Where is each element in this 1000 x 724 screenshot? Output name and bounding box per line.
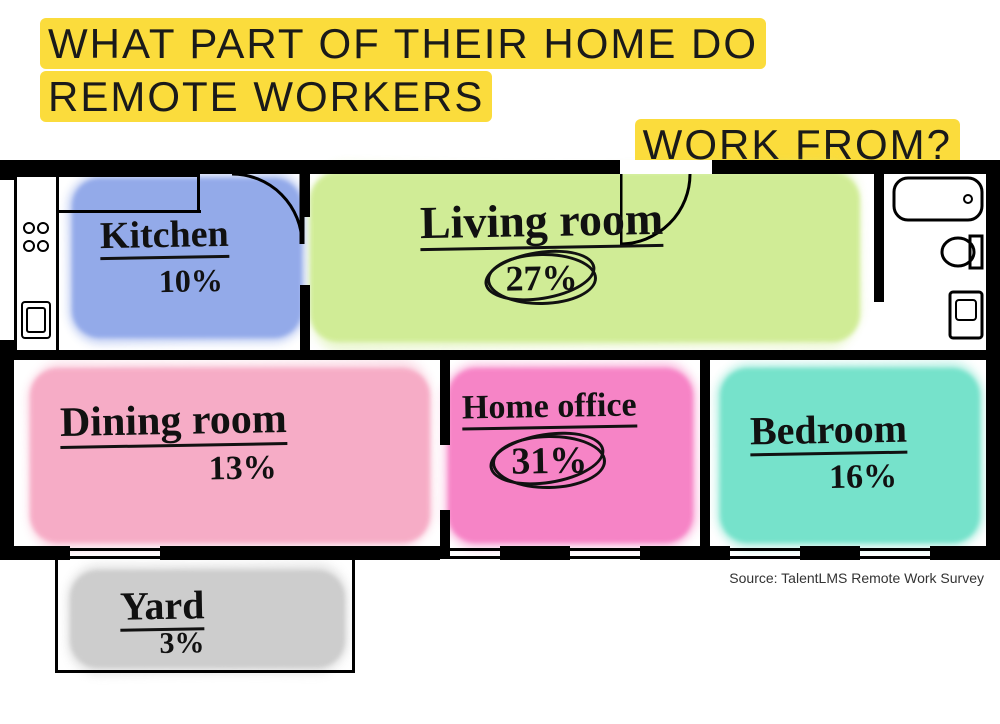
- wall-outer-bottom-mid2: [500, 546, 570, 560]
- wall-mid-horizontal-left: [0, 350, 450, 360]
- wall-bedroom-nub: [700, 350, 710, 360]
- window-sill-5b: [860, 556, 930, 559]
- room-pct-kitchen: 10%: [100, 264, 229, 298]
- wall-entry-stub-r: [712, 160, 734, 174]
- yard-bottom: [55, 670, 355, 673]
- wall-entry-stub-l: [598, 160, 620, 174]
- yard-right: [352, 560, 355, 672]
- wall-outer-left-upper: [0, 160, 14, 180]
- window-sill-5: [860, 548, 930, 551]
- wall-kitchen-right-lower: [300, 285, 310, 355]
- blob-yard: [70, 570, 345, 668]
- room-name-yard: Yard: [120, 585, 205, 631]
- wall-mid-horizontal-right: [440, 350, 986, 360]
- bathroom-sink-icon: [948, 290, 984, 340]
- circled-pct-living: 27%: [486, 252, 597, 306]
- circled-pct-homeoffice: 31%: [492, 434, 607, 490]
- label-homeoffice: Home office 31%: [462, 390, 637, 489]
- kitchen-counter-top: [14, 174, 199, 177]
- floorplan: Kitchen 10% Living room 27% Dining room …: [0, 150, 1000, 710]
- label-dining: Dining room 13%: [60, 400, 287, 487]
- wall-outer-top: [0, 160, 1000, 174]
- room-name-dining: Dining room: [60, 398, 288, 449]
- wall-office-left: [440, 355, 450, 445]
- kitchen-door-icon: [232, 174, 310, 252]
- window-sill-4b: [730, 556, 800, 559]
- room-pct-yard: 3%: [120, 628, 205, 659]
- wall-outer-bottom-mid1: [160, 546, 440, 560]
- wall-entry-gap: [618, 160, 713, 174]
- label-bedroom: Bedroom 16%: [750, 410, 907, 495]
- wall-outer-bottom-mid4: [800, 546, 860, 560]
- room-pct-bedroom: 16%: [750, 460, 908, 497]
- source-text: Source: TalentLMS Remote Work Survey: [729, 570, 984, 586]
- window-sill-3: [570, 548, 640, 551]
- room-name-bedroom: Bedroom: [750, 409, 908, 457]
- room-name-kitchen: Kitchen: [100, 215, 230, 260]
- label-living: Living room 27%: [420, 198, 663, 305]
- room-pct-homeoffice: 31%: [462, 433, 638, 490]
- kitchen-counter-right: [197, 174, 200, 212]
- sink-icon: [20, 300, 52, 340]
- room-pct-dining: 13%: [60, 451, 287, 489]
- window-sill-1: [70, 548, 160, 551]
- window-sill-1b: [70, 556, 160, 559]
- label-kitchen: Kitchen 10%: [100, 216, 229, 297]
- wall-outer-left-lower: [0, 340, 14, 560]
- stove-icon: [20, 218, 52, 258]
- wall-office-left2: [440, 510, 450, 558]
- bathtub-icon: [892, 176, 984, 222]
- wall-bathroom-left: [874, 172, 884, 302]
- kitchen-counter-left: [14, 174, 17, 350]
- label-yard: Yard 3%: [120, 586, 204, 659]
- wall-outer-bottom-right: [930, 546, 1000, 560]
- kitchen-counter-left2: [56, 174, 59, 350]
- wall-outer-bottom-left: [0, 546, 70, 560]
- kitchen-counter-top2: [56, 210, 201, 213]
- room-pct-living: 27%: [420, 251, 664, 307]
- wall-outer-bottom-mid3: [640, 546, 730, 560]
- title-line-1: WHAT PART OF THEIR HOME DO REMOTE WORKER…: [40, 18, 766, 122]
- window-sill-3b: [570, 556, 640, 559]
- room-name-homeoffice: Home office: [462, 388, 637, 430]
- toilet-icon: [940, 230, 984, 274]
- yard-left: [55, 560, 58, 672]
- title: WHAT PART OF THEIR HOME DO REMOTE WORKER…: [40, 18, 960, 172]
- room-name-living: Living room: [420, 196, 664, 251]
- wall-office-right: [700, 355, 710, 555]
- window-sill-4: [730, 548, 800, 551]
- wall-outer-right: [986, 160, 1000, 560]
